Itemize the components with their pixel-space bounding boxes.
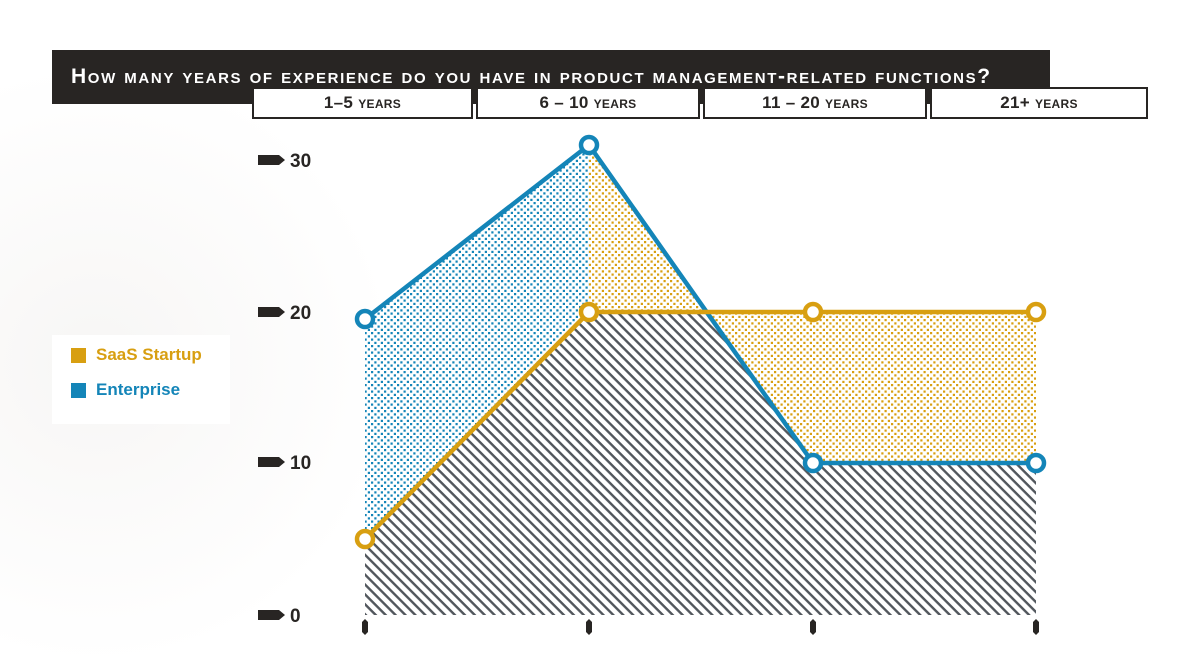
svg-text:10: 10 <box>290 453 311 474</box>
svg-text:30: 30 <box>290 151 311 172</box>
svg-text:20: 20 <box>290 303 311 324</box>
svg-text:0: 0 <box>290 606 301 627</box>
